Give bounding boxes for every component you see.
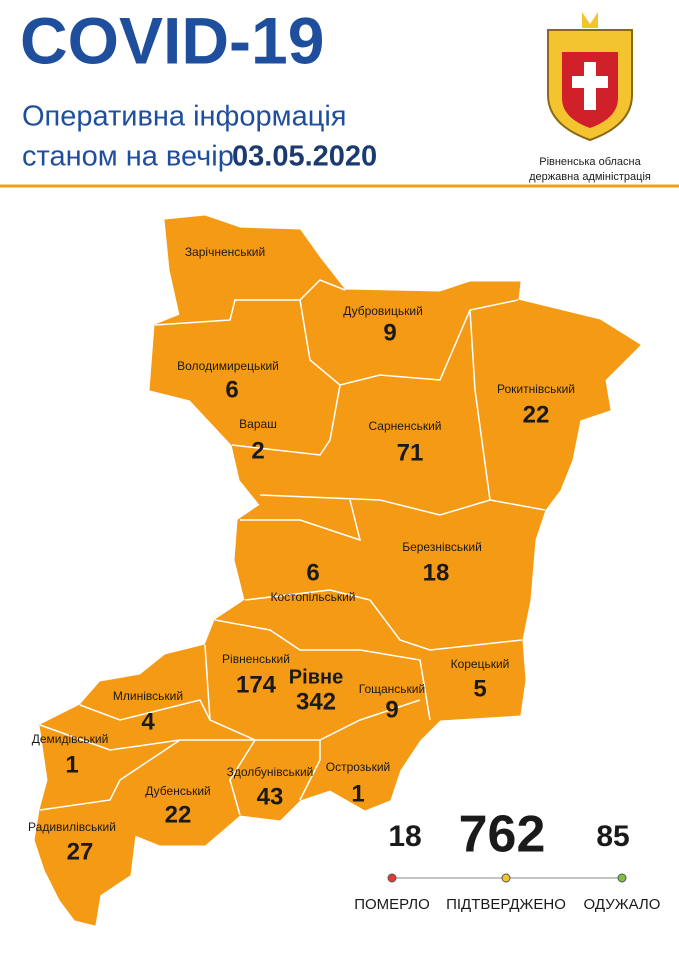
district-name: Гощанський — [359, 682, 425, 696]
total-label: ОДУЖАЛО — [584, 896, 661, 913]
total-value: 762 — [459, 806, 546, 864]
date: 03.05.2020 — [232, 141, 377, 173]
status-dot — [501, 873, 511, 883]
status-dot — [617, 873, 627, 883]
district-cases: 27 — [67, 838, 94, 865]
district-cases: 22 — [523, 401, 550, 428]
district-name: Костопільський — [270, 590, 355, 604]
district-name: Сарненський — [369, 419, 442, 433]
district-cases: 2 — [251, 437, 264, 464]
district-name: Демидівський — [32, 732, 109, 746]
subtitle: Оперативна інформація — [22, 101, 347, 133]
district-cases: 1 — [351, 780, 364, 807]
district-name: Володимирецький — [177, 359, 279, 373]
district-name: Здолбунівський — [227, 765, 314, 779]
district-name: Острозький — [326, 760, 390, 774]
date-prefix: станом на вечір — [22, 141, 234, 173]
district-name: Вараш — [239, 417, 277, 431]
total-label: ПІДТВЕРДЖЕНО — [446, 896, 566, 913]
district-cases: 1 — [65, 751, 78, 778]
oblast-shape — [34, 215, 641, 926]
district-name: Радивилівський — [28, 820, 116, 834]
district-borders — [39, 279, 546, 816]
district-name: Корецький — [451, 657, 510, 671]
district-cases: 9 — [385, 696, 398, 723]
district-cases: 6 — [306, 559, 319, 586]
total-label: ПОМЕРЛО — [354, 896, 430, 913]
district-cases: 43 — [257, 783, 284, 810]
district-name: Березнівський — [402, 540, 482, 554]
district-name: Дубенський — [145, 784, 210, 798]
district-cases: 5 — [473, 675, 486, 702]
district-cases: 18 — [423, 559, 450, 586]
org-name: державна адміністрація — [529, 171, 651, 183]
district-name: Зарічненський — [185, 245, 265, 259]
district-name: Рівне — [289, 666, 343, 688]
district-name: Рівненський — [222, 652, 290, 666]
district-cases: 71 — [397, 439, 424, 466]
coat-of-arms — [547, 12, 633, 142]
total-value: 85 — [596, 820, 629, 853]
status-dot — [387, 873, 397, 883]
total-value: 18 — [388, 820, 421, 853]
district-cases: 22 — [165, 801, 192, 828]
district-cases: 174 — [236, 671, 277, 698]
district-cases: 6 — [225, 376, 238, 403]
district-name: Дубровицький — [343, 304, 423, 318]
district-cases: 342 — [296, 688, 336, 715]
org-name: Рівненська обласна — [539, 156, 641, 168]
district-name: Млинівський — [113, 689, 183, 703]
district-cases: 9 — [383, 319, 396, 346]
district-cases: 4 — [141, 708, 155, 735]
district-name: Рокитнівський — [497, 382, 575, 396]
title: COVID-19 — [20, 3, 324, 77]
